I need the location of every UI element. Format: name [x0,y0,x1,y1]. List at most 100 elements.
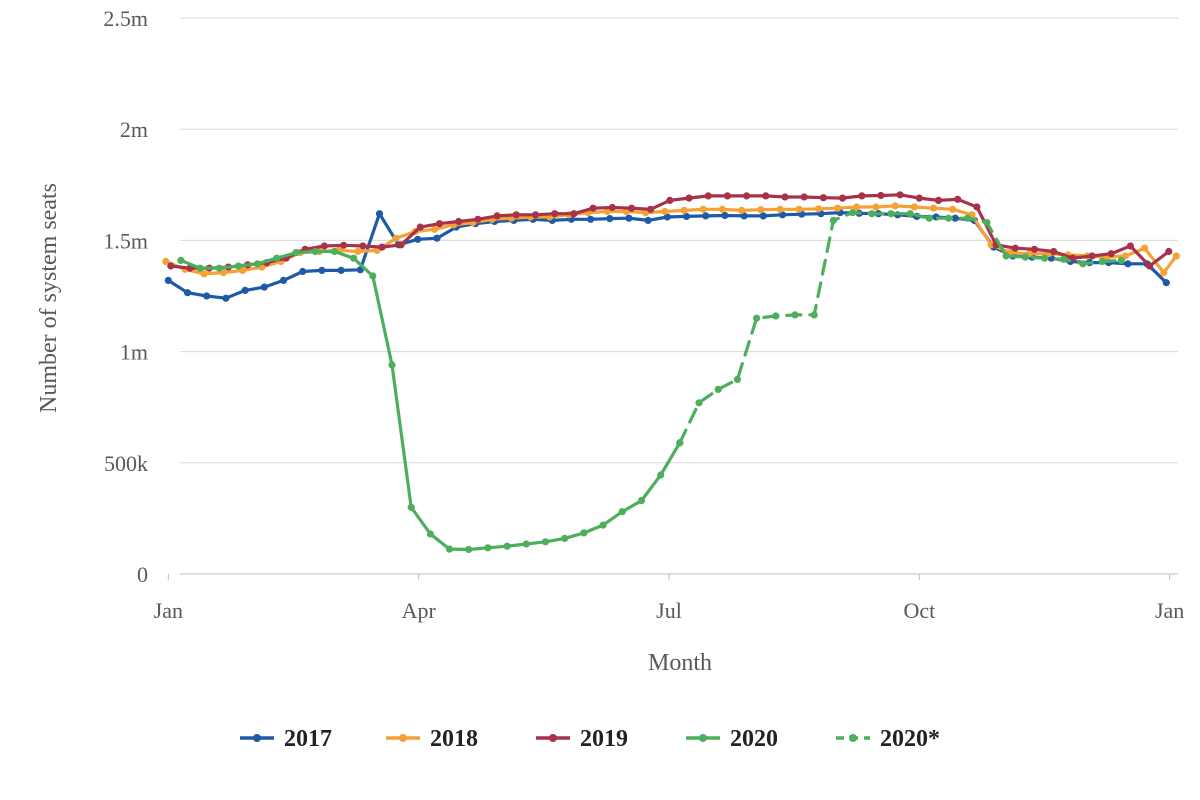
data-point [666,196,674,204]
data-point [753,314,761,322]
data-point [910,203,918,211]
data-point [397,241,405,249]
axes [167,573,1178,580]
data-point [625,214,633,222]
data-point [551,210,559,218]
data-point [829,216,838,224]
data-point [647,205,655,213]
data-point [541,538,550,546]
data-point [1011,244,1019,252]
series-2019 [167,191,1173,272]
data-point [350,254,358,262]
legend-item: 2020* [836,726,940,752]
data-point [561,534,569,543]
series-lines [162,191,1180,554]
series-line [678,211,1123,445]
legend-label: 2019 [580,726,628,752]
data-point [167,262,175,270]
data-point [1079,260,1087,268]
data-point [949,205,957,213]
data-point [433,234,441,242]
data-point [721,211,729,220]
data-point [743,192,751,200]
data-point [183,289,192,297]
data-point [1040,254,1049,262]
data-point [378,243,386,251]
data-point [781,193,789,201]
y-tick-label: 2m [120,117,148,142]
x-tick-label: Oct [903,598,935,623]
data-point [196,264,204,272]
data-point [531,211,540,219]
data-point [484,544,492,552]
series-2020-projected [676,209,1125,447]
data-point [608,203,616,212]
data-point [714,385,722,393]
data-point [983,219,991,227]
data-point [800,193,808,201]
data-point [695,399,703,407]
data-point [1124,260,1132,268]
data-point [839,194,847,202]
data-point [877,191,885,200]
data-point [699,205,707,213]
data-point [906,210,914,218]
data-point [580,529,588,537]
x-tick-labels: Jan Apr Jul Oct Jan [154,598,1185,623]
data-point [964,214,972,222]
data-point [814,205,823,213]
data-point [392,234,400,242]
legend-item: 2018 [386,726,478,752]
data-point [795,205,803,213]
data-point [896,191,904,199]
data-point [493,212,501,220]
y-tick-labels: 0 500k 1m 1.5m 2m 2.5m [103,6,148,587]
x-tick-label: Jan [1155,598,1184,623]
data-point [661,207,669,216]
data-point [430,225,439,233]
legend-marker [399,734,407,742]
data-point [465,545,473,554]
data-point [872,203,880,211]
data-point [925,214,933,222]
data-point [704,192,712,200]
data-point [1069,254,1077,262]
data-point [618,508,626,516]
data-point [757,206,765,214]
y-tick-label: 0 [137,562,148,587]
legend-marker [699,734,707,742]
legend-label: 2020* [880,726,940,752]
data-point [388,361,396,369]
data-point [929,204,938,212]
legend-marker [253,734,261,742]
data-point [311,247,319,256]
legend-marker [549,734,557,742]
data-point [718,205,727,213]
x-tick-label: Apr [402,598,437,623]
data-point [435,220,444,228]
data-point [1098,257,1106,266]
data-point [603,207,611,216]
data-point [858,192,866,200]
data-point [702,212,710,220]
data-point [337,266,345,274]
data-point [819,194,828,202]
legend-label: 2017 [284,726,332,752]
data-point [359,242,367,250]
data-point [951,214,959,222]
data-point [522,540,530,548]
data-point [987,241,995,249]
data-point [778,211,787,219]
data-point [474,215,482,223]
data-point [1126,242,1134,250]
data-point [587,215,595,223]
data-point [915,194,923,202]
data-point [426,530,434,538]
data-point [733,375,742,383]
data-point [299,267,307,276]
x-axis-title: Month [648,650,712,676]
data-point [369,272,377,280]
data-point [1002,252,1010,260]
data-point [723,192,732,200]
